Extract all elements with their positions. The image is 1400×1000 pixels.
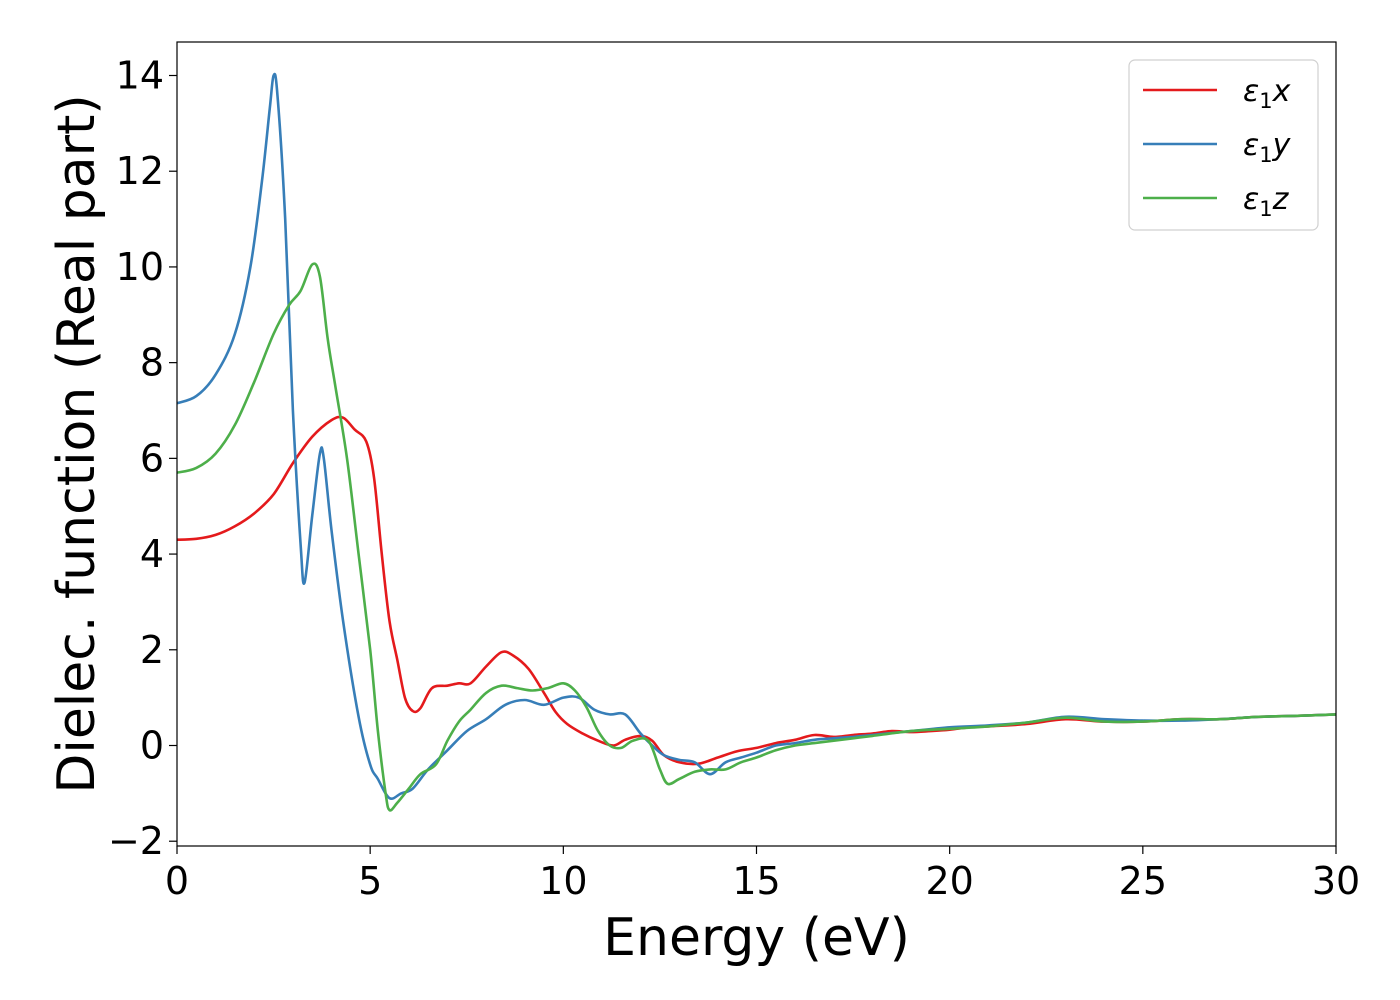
legend: ε1x ε1y ε1z xyxy=(1128,59,1319,231)
series-line-x xyxy=(177,415,1336,766)
y-tick-label: 2 xyxy=(140,628,164,672)
x-axis: 0 5 10 15 20 25 30 xyxy=(165,846,1360,903)
legend-item-x: ε1x xyxy=(1143,74,1291,113)
series-line-z xyxy=(177,262,1336,812)
legend-label: ε1y xyxy=(1243,128,1292,167)
x-tick-label: 30 xyxy=(1312,859,1360,903)
y-tick-label: 12 xyxy=(116,149,164,193)
y-tick-label: −2 xyxy=(108,819,164,863)
legend-item-y: ε1y xyxy=(1143,128,1292,167)
x-tick-label: 0 xyxy=(165,859,189,903)
y-tick-label: 8 xyxy=(140,341,164,385)
legend-box xyxy=(1128,59,1319,231)
legend-label: ε1z xyxy=(1243,182,1290,221)
y-tick-label: 4 xyxy=(140,532,164,576)
y-tick-label: 6 xyxy=(140,436,164,480)
x-tick-label: 10 xyxy=(539,859,587,903)
y-tick-label: 14 xyxy=(116,54,164,98)
y-tick-label: 10 xyxy=(116,245,164,289)
legend-label: ε1x xyxy=(1243,74,1291,113)
x-axis-label: Energy (eV) xyxy=(603,908,910,968)
x-tick-label: 5 xyxy=(358,859,382,903)
legend-item-z: ε1z xyxy=(1143,182,1290,221)
series-layer xyxy=(177,72,1336,812)
x-tick-label: 15 xyxy=(732,859,780,903)
y-axis-label: Dielec. function (Real part) xyxy=(47,94,107,793)
x-tick-label: 20 xyxy=(925,859,973,903)
y-axis: −2 0 2 4 6 8 10 12 14 xyxy=(108,54,177,863)
x-tick-label: 25 xyxy=(1119,859,1167,903)
y-tick-label: 0 xyxy=(140,724,164,768)
